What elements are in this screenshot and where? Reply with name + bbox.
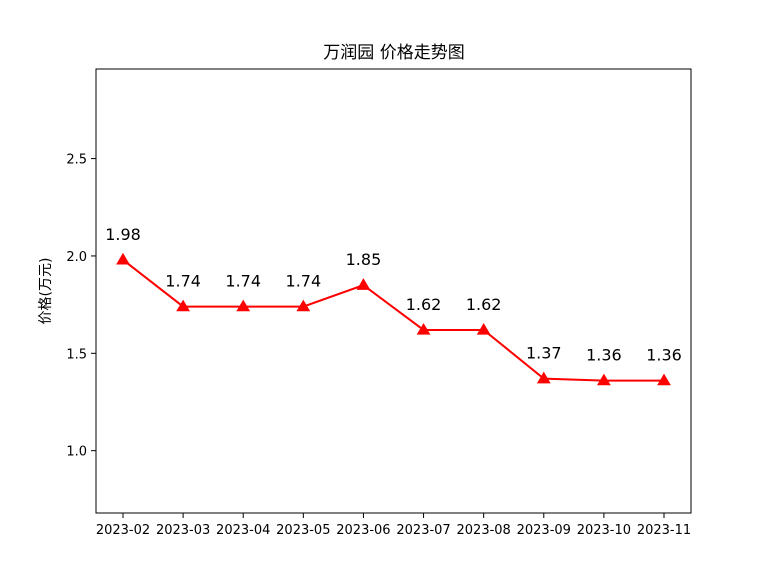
- x-tick-label: 2023-04: [216, 523, 270, 538]
- data-labels: 1.98 1.74 1.74 1.74 1.85 1.62 1.62 1.37 1.36 1.36: [105, 225, 682, 365]
- data-point-marker: [176, 299, 190, 312]
- x-tick-label: 2023-02: [96, 523, 150, 538]
- x-tick-label: 2023-10: [577, 523, 631, 538]
- data-label: 1.98: [105, 225, 141, 244]
- data-point-marker: [536, 371, 551, 384]
- x-tick-label: 2023-06: [336, 523, 390, 538]
- data-label: 1.85: [346, 250, 382, 269]
- data-point-marker: [416, 322, 431, 335]
- y-axis: 1.0 1.5 2.0 2.5: [66, 153, 96, 460]
- x-tick-label: 2023-11: [637, 523, 691, 538]
- data-point-marker: [476, 322, 491, 335]
- chart-title: 万润园 价格走势图: [323, 43, 464, 63]
- x-tick-label: 2023-08: [457, 523, 511, 538]
- data-point-marker: [356, 278, 371, 290]
- data-point-marker: [296, 299, 311, 312]
- y-tick-label: 2.0: [66, 250, 87, 265]
- x-tick-label: 2023-09: [517, 523, 571, 538]
- data-label: 1.36: [586, 346, 622, 365]
- data-label: 1.62: [466, 295, 502, 314]
- y-axis-label: 价格(万元): [38, 258, 54, 325]
- price-series: [116, 252, 671, 386]
- data-point-marker: [657, 373, 671, 386]
- data-label: 1.62: [406, 295, 442, 314]
- data-label: 1.74: [225, 272, 261, 291]
- x-tick-label: 2023-05: [276, 523, 330, 538]
- data-label: 1.36: [646, 346, 682, 365]
- plot-frame: [95, 68, 692, 514]
- x-tick-label: 2023-07: [396, 523, 450, 538]
- y-tick-label: 2.5: [66, 153, 87, 168]
- series-line: [122, 259, 664, 382]
- data-label: 1.74: [165, 272, 201, 291]
- x-tick-label: 2023-03: [156, 523, 210, 538]
- data-point-marker: [597, 373, 611, 386]
- data-label: 1.74: [286, 272, 322, 291]
- y-tick-label: 1.5: [66, 347, 87, 362]
- y-tick-label: 1.0: [66, 445, 87, 460]
- data-point-marker: [116, 252, 130, 265]
- x-axis: 2023-02 2023-03 2023-04 2023-05 2023-06 2023-…: [96, 513, 691, 538]
- data-point-marker: [236, 299, 251, 312]
- data-label: 1.37: [526, 344, 562, 363]
